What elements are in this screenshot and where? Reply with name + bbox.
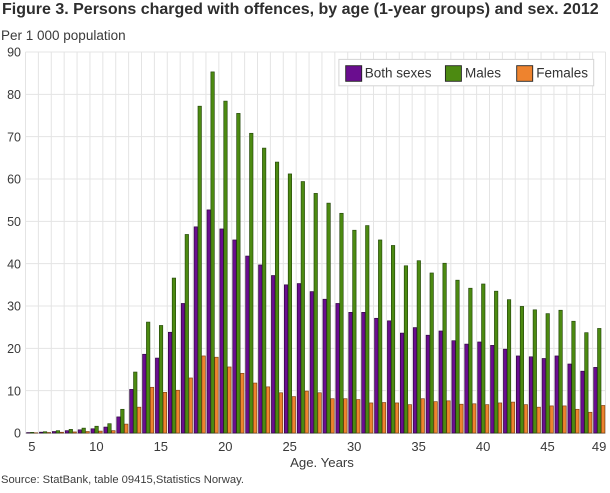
svg-text:40: 40 (7, 257, 21, 271)
svg-text:50: 50 (7, 215, 21, 229)
svg-text:20: 20 (218, 439, 232, 454)
svg-text:Age. Years: Age. Years (290, 455, 354, 470)
svg-text:45: 45 (540, 439, 554, 454)
svg-text:90: 90 (7, 46, 21, 60)
svg-text:30: 30 (7, 300, 21, 314)
svg-text:40: 40 (476, 439, 490, 454)
svg-text:Both sexes: Both sexes (365, 66, 432, 81)
svg-text:Source: StatBank, table 09415,: Source: StatBank, table 09415,Statistics… (1, 474, 244, 486)
svg-text:49: 49 (592, 439, 606, 454)
svg-text:20: 20 (7, 342, 21, 356)
svg-text:25: 25 (282, 439, 296, 454)
svg-text:0: 0 (14, 427, 21, 441)
svg-text:Males: Males (465, 66, 501, 81)
svg-text:10: 10 (89, 439, 103, 454)
svg-text:Per 1 000 population: Per 1 000 population (1, 28, 126, 43)
svg-text:Females: Females (536, 66, 588, 81)
svg-text:5: 5 (28, 439, 35, 454)
svg-text:30: 30 (347, 439, 361, 454)
svg-text:Figure 3. Persons charged with: Figure 3. Persons charged with offences,… (2, 1, 599, 18)
svg-text:70: 70 (7, 130, 21, 144)
svg-text:35: 35 (411, 439, 425, 454)
svg-text:60: 60 (7, 173, 21, 187)
svg-text:15: 15 (154, 439, 168, 454)
svg-text:80: 80 (7, 88, 21, 102)
svg-text:10: 10 (7, 384, 21, 398)
